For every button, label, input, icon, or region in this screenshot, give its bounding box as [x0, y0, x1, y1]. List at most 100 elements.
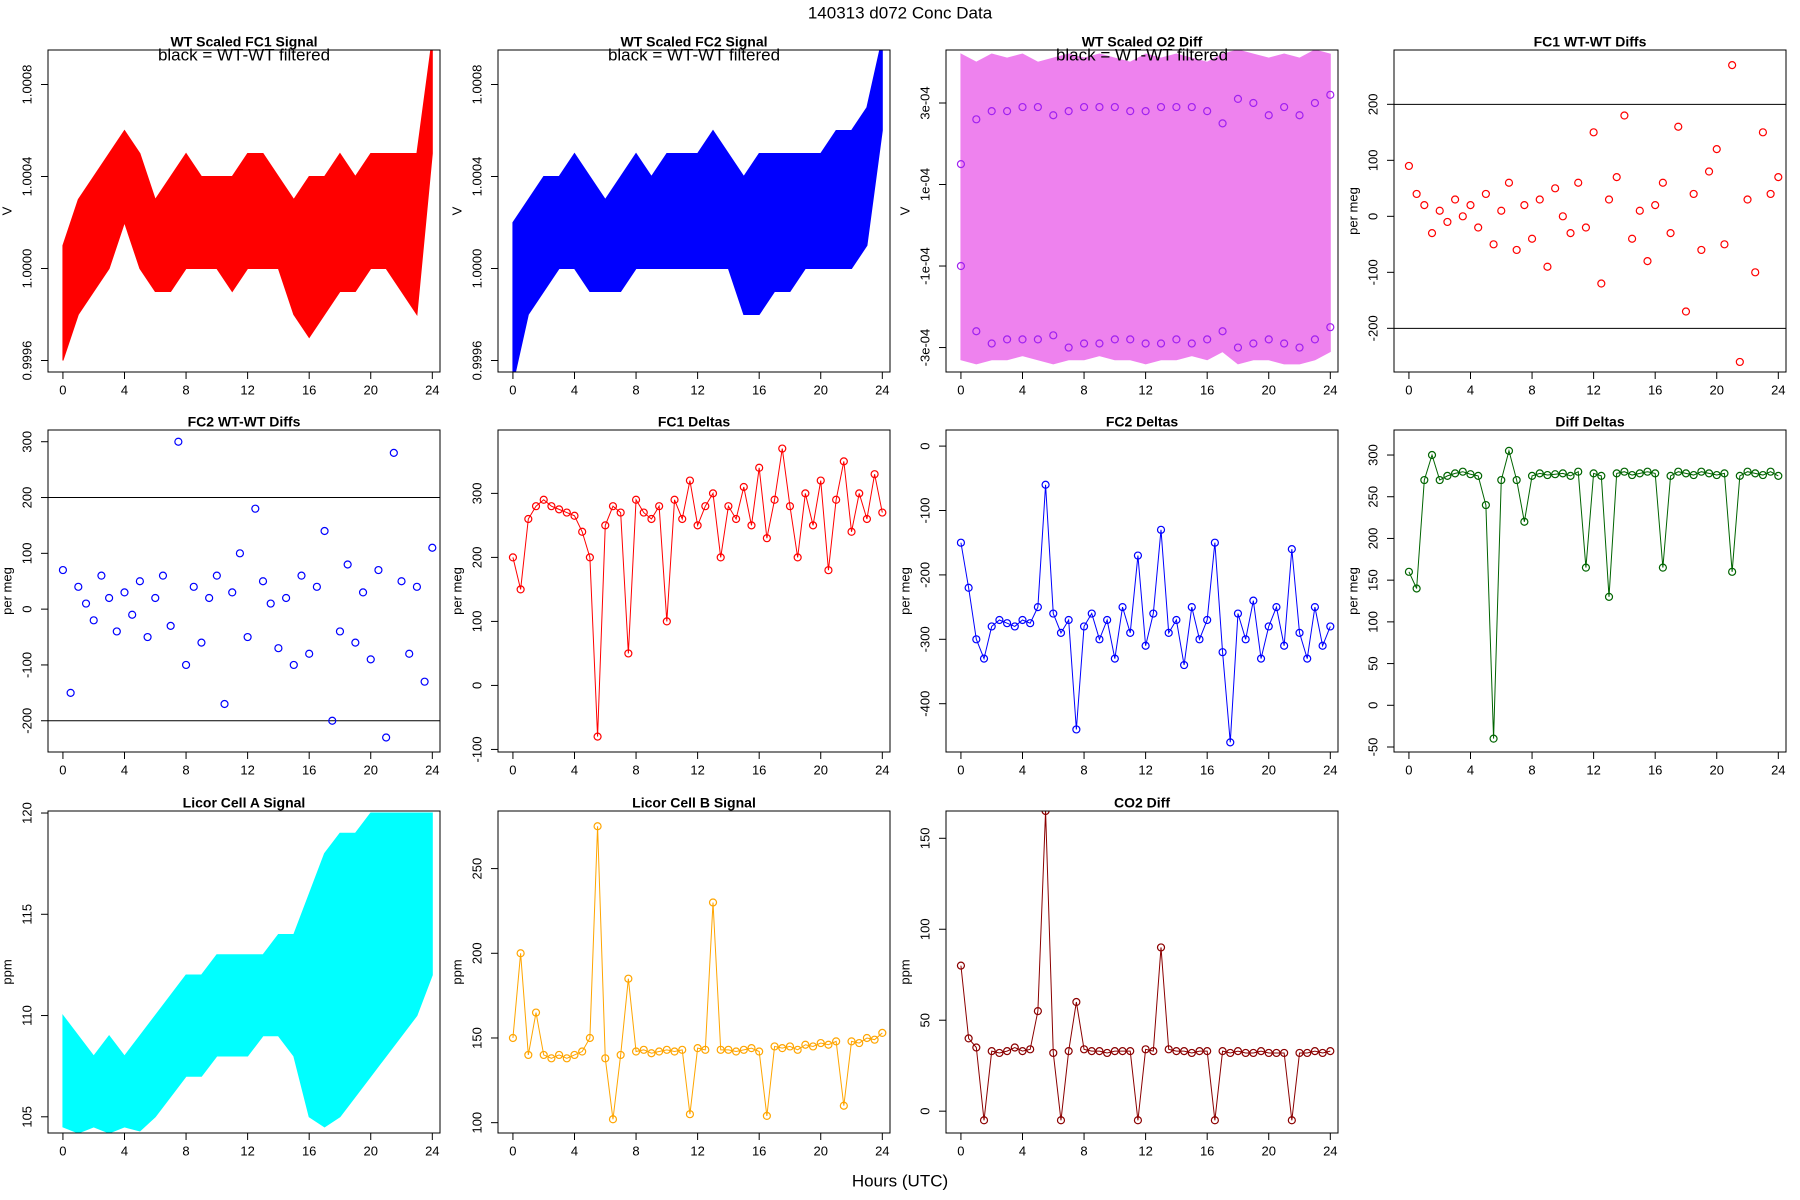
y-tick-label: 0 — [1365, 213, 1380, 220]
data-point — [1758, 470, 1768, 480]
x-tick-label: 20 — [1262, 762, 1276, 777]
data-point — [1287, 1116, 1296, 1125]
y-tick-label: 0 — [1365, 702, 1380, 709]
data-point — [1249, 339, 1258, 348]
data-point — [793, 1045, 802, 1054]
x-tick-label: 8 — [182, 382, 189, 397]
data-point — [1735, 357, 1744, 367]
data-point — [870, 1035, 879, 1044]
y-axis-label: per meg — [449, 567, 464, 615]
data-point — [1141, 641, 1150, 650]
x-tick-label: 12 — [690, 1143, 704, 1158]
data-point — [1049, 111, 1058, 120]
data-point — [995, 1048, 1004, 1058]
data-point — [524, 514, 533, 524]
data-point — [197, 638, 206, 647]
plot-frame — [945, 429, 1339, 753]
data-point — [964, 583, 973, 592]
data-point — [979, 654, 989, 663]
x-tick-label: 8 — [1080, 1143, 1087, 1158]
x-tick-label: 4 — [121, 762, 128, 777]
annotation: black = WT-WT filtered — [608, 45, 780, 64]
plot-area — [508, 444, 887, 741]
data-point — [531, 1008, 541, 1017]
data-point — [335, 627, 345, 636]
data-point — [1233, 343, 1243, 352]
data-point — [1218, 648, 1227, 657]
data-point — [1018, 335, 1027, 344]
data-point — [678, 1045, 687, 1054]
data-point — [570, 1050, 579, 1060]
plot-area — [956, 480, 1335, 747]
data-point — [801, 1040, 810, 1049]
data-point — [1574, 178, 1583, 187]
data-point — [1535, 195, 1544, 204]
data-point — [1210, 538, 1219, 547]
data-point — [251, 504, 260, 513]
data-point — [956, 538, 966, 547]
data-point — [1774, 471, 1783, 480]
data-point — [1249, 1048, 1258, 1058]
data-point — [987, 339, 996, 348]
data-point — [1458, 467, 1467, 476]
data-point — [97, 571, 106, 580]
data-point — [639, 1045, 648, 1054]
data-point — [1310, 98, 1320, 108]
data-point — [1310, 602, 1320, 612]
data-point — [343, 560, 352, 569]
data-point — [1504, 446, 1514, 455]
data-point — [1264, 335, 1273, 344]
data-point — [1481, 500, 1490, 510]
data-point — [1256, 1047, 1266, 1056]
data-point — [181, 660, 191, 670]
x-tick-label: 4 — [121, 382, 128, 397]
x-tick-label: 16 — [302, 382, 316, 397]
y-tick-label: 0 — [917, 1108, 932, 1115]
data-point — [105, 593, 114, 603]
data-point — [1141, 107, 1150, 116]
x-tick-label: 12 — [1138, 382, 1152, 397]
data-point — [1041, 811, 1050, 816]
y-tick-label: 0 — [917, 442, 932, 449]
y-tick-label: -100 — [469, 736, 484, 762]
x-tick-label: 20 — [1710, 382, 1724, 397]
data-point — [547, 502, 556, 511]
data-point — [1149, 1047, 1158, 1056]
data-point — [631, 495, 641, 504]
data-point — [1643, 257, 1652, 266]
data-point — [1635, 206, 1644, 215]
x-tick-label: 12 — [1138, 762, 1152, 777]
data-point — [1497, 206, 1506, 215]
x-tick-label: 8 — [1080, 382, 1087, 397]
data-point — [1179, 1047, 1189, 1056]
data-point — [1264, 1048, 1273, 1058]
data-point — [243, 632, 252, 642]
data-line — [960, 484, 1331, 743]
panel-title: FC1 Deltas — [658, 414, 731, 430]
data-point — [1512, 245, 1521, 255]
data-point — [1110, 654, 1119, 663]
data-point — [1443, 471, 1452, 480]
data-point — [747, 521, 756, 530]
x-tick-label: 4 — [571, 1143, 578, 1158]
data-point — [685, 476, 695, 485]
data-point — [220, 699, 229, 709]
data-point — [1056, 1116, 1066, 1125]
data-point — [1420, 201, 1429, 210]
data-point — [855, 1038, 864, 1048]
x-tick-label: 20 — [364, 762, 378, 777]
data-point — [608, 1115, 618, 1124]
data-point — [1172, 335, 1181, 344]
data-point — [1712, 470, 1721, 480]
data-point — [624, 649, 633, 658]
data-point — [1003, 1047, 1012, 1056]
data-point — [1172, 1047, 1181, 1056]
data-point — [1589, 469, 1598, 478]
y-tick-label: 0.9996 — [19, 341, 34, 381]
data-point — [74, 582, 83, 591]
data-point — [1512, 475, 1521, 485]
y-axis-label: ppm — [897, 959, 912, 984]
x-tick-label: 4 — [571, 762, 578, 777]
data-point — [716, 553, 725, 562]
data-point — [1651, 201, 1660, 210]
